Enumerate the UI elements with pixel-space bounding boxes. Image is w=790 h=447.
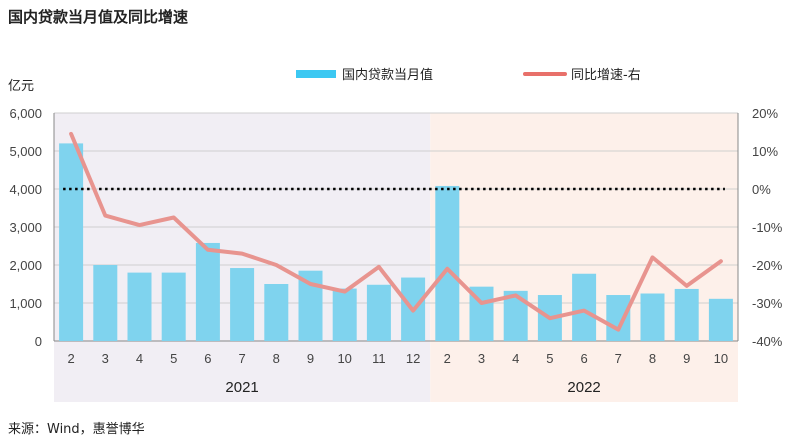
x-tick-label: 2 (444, 351, 451, 366)
bar (161, 272, 186, 341)
y2-tick-label: 20% (752, 106, 778, 121)
y-tick-label: 1,000 (9, 296, 42, 311)
y-tick-label: 3,000 (9, 220, 42, 235)
line-point (344, 291, 346, 293)
bar (435, 185, 460, 341)
x-tick-label: 6 (204, 351, 211, 366)
x-tick-label: 7 (615, 351, 622, 366)
bar (195, 242, 220, 341)
bar (264, 284, 289, 341)
y2-tick-label: -30% (752, 296, 783, 311)
line-point (446, 268, 448, 270)
x-tick-label: 10 (337, 351, 351, 366)
y2-tick-label: 10% (752, 144, 778, 159)
y-tick-label: 6,000 (9, 106, 42, 121)
year-label-2022: 2022 (567, 379, 600, 396)
bar (366, 284, 391, 341)
line-point (104, 215, 106, 217)
legend: 国内贷款当月值 同比增速-右 (296, 67, 641, 83)
bar (230, 268, 255, 341)
y-axis-unit: 亿元 (8, 79, 34, 94)
line-point (241, 253, 243, 255)
x-tick-label: 6 (580, 351, 587, 366)
x-tick-label: 8 (649, 351, 656, 366)
line-point (70, 133, 72, 135)
year-label-2021: 2021 (225, 379, 258, 396)
line-point (207, 249, 209, 251)
source-note: 来源：Wind，惠誉博华 (8, 422, 145, 437)
y2-tick-label: -10% (752, 220, 783, 235)
line-series-yoy (69, 131, 723, 332)
x-tick-label: 5 (170, 351, 177, 366)
line-point (686, 285, 688, 287)
line-point (515, 294, 517, 296)
bar (606, 295, 631, 341)
y2-tick-label: -40% (752, 334, 783, 349)
line-series (69, 131, 723, 332)
line-point (139, 224, 140, 226)
y-tick-label: 2,000 (9, 258, 42, 273)
legend-swatch-bar (296, 70, 336, 78)
x-tick-label: 7 (238, 351, 245, 366)
group-band-2021 (54, 113, 431, 402)
chart-title: 国内贷款当月值及同比增速 (8, 8, 189, 26)
line-point (481, 302, 482, 304)
bar (572, 273, 597, 341)
line-point (583, 310, 585, 312)
line-point (412, 310, 414, 312)
line-point (310, 283, 311, 285)
bar (59, 143, 84, 341)
y2-tick-label: -20% (752, 258, 783, 273)
line-point (652, 256, 653, 258)
x-tick-label: 5 (546, 351, 553, 366)
line-point (173, 217, 175, 218)
line-point (617, 329, 619, 331)
bar (93, 265, 118, 341)
x-tick-label: 9 (683, 351, 690, 366)
x-tick-label: 2 (67, 351, 74, 366)
group-backgrounds (54, 113, 738, 402)
line-point (275, 264, 277, 266)
x-tick-label: 10 (714, 351, 728, 366)
legend-label-line: 同比增速-右 (571, 68, 641, 83)
line-point (549, 317, 551, 319)
x-tick-label: 8 (273, 351, 280, 366)
x-tick-label: 11 (372, 351, 386, 366)
group-band-2022 (430, 113, 738, 402)
axes: 2021 2022 0 1,000 2,000 3,000 4,000 5,000 6,000 -… (8, 79, 783, 396)
bar (127, 272, 152, 341)
x-tick-label: 3 (478, 351, 485, 366)
line-point (720, 260, 722, 262)
x-tick-label: 12 (406, 351, 420, 366)
x-tick-label: 4 (136, 351, 143, 366)
bar (674, 288, 699, 341)
legend-label-bar: 国内贷款当月值 (342, 67, 433, 83)
bar (332, 288, 357, 341)
bar (640, 293, 665, 341)
bar (708, 298, 733, 341)
x-tick-label: 4 (512, 351, 519, 366)
y-tick-label: 0 (35, 334, 42, 349)
x-tick-label: 3 (102, 351, 109, 366)
y-tick-label: 5,000 (9, 144, 42, 159)
x-tick-label: 9 (307, 351, 314, 366)
y-tick-label: 4,000 (9, 182, 42, 197)
line-point (378, 266, 380, 268)
y2-tick-label: 0% (752, 182, 771, 197)
